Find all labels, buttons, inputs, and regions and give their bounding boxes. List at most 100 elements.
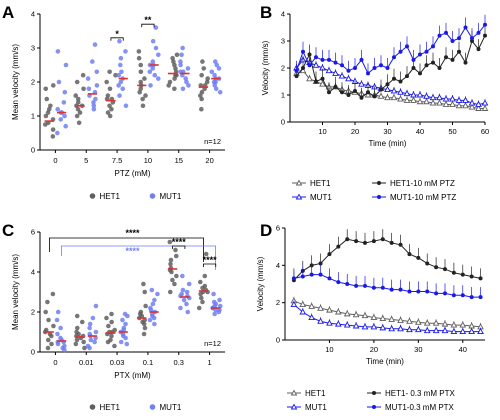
data-point-het1 — [143, 303, 148, 309]
data-point — [318, 261, 323, 266]
data-point — [333, 84, 338, 89]
data-point — [418, 52, 422, 57]
data-point — [397, 325, 404, 332]
data-point — [468, 327, 476, 335]
data-point-mut1 — [209, 69, 215, 75]
data-point — [300, 274, 305, 279]
data-point — [343, 310, 351, 317]
y-tick-label: 4 — [281, 10, 285, 19]
data-point-het1 — [199, 72, 204, 78]
data-point-mut1 — [118, 339, 124, 345]
data-point — [443, 267, 447, 272]
x-axis-title: PTZ (mM) — [115, 169, 151, 178]
data-point-mut1 — [91, 103, 97, 109]
data-point — [307, 52, 312, 57]
data-point-het1 — [50, 291, 56, 297]
data-point — [424, 49, 429, 54]
data-point — [455, 96, 463, 103]
data-point-het1 — [43, 86, 49, 92]
data-point-het1 — [136, 49, 142, 54]
legend-marker — [377, 181, 381, 185]
data-point-het1 — [200, 59, 205, 64]
data-point — [307, 63, 312, 68]
data-point-het1 — [107, 69, 112, 75]
data-point-mut1 — [116, 72, 122, 78]
data-point-het1 — [43, 309, 48, 315]
data-point-mut1 — [211, 291, 216, 297]
data-point-het1 — [50, 134, 56, 139]
data-point — [317, 317, 324, 324]
data-point — [423, 98, 430, 105]
data-point-mut1 — [122, 311, 128, 317]
data-point-het1 — [168, 257, 174, 263]
data-point-het1 — [109, 333, 114, 339]
data-point — [290, 300, 298, 307]
y-tick-label: 4 — [276, 261, 280, 270]
data-point-mut1 — [186, 83, 191, 88]
data-point — [429, 93, 437, 101]
data-point-het1 — [113, 72, 118, 78]
y-tick-label: 6 — [31, 228, 35, 237]
data-point — [326, 306, 333, 313]
data-point-het1 — [141, 331, 147, 337]
data-point — [361, 323, 369, 330]
data-point — [363, 240, 367, 245]
data-point — [416, 255, 421, 260]
significance-label: **** — [125, 228, 140, 238]
data-point — [309, 272, 314, 277]
legend-label: MUT1 — [310, 193, 332, 202]
y-tick-label: 1 — [281, 91, 285, 100]
data-point-het1 — [109, 106, 114, 112]
data-point — [384, 93, 391, 101]
legend-marker — [295, 179, 303, 186]
data-point — [414, 325, 422, 333]
data-point-mut1 — [180, 287, 186, 293]
x-tick-label: 20 — [205, 156, 213, 165]
data-point — [320, 76, 325, 81]
x-tick-label: 0.01 — [79, 358, 94, 367]
data-point — [384, 85, 391, 93]
data-point — [476, 30, 481, 35]
data-point-mut1 — [152, 72, 158, 78]
y-tick-label: 0 — [31, 348, 35, 357]
data-point-het1 — [81, 339, 86, 345]
data-point — [468, 103, 476, 110]
data-point — [385, 66, 390, 70]
data-point — [398, 242, 403, 247]
data-point-mut1 — [58, 325, 63, 331]
data-point — [478, 295, 483, 300]
data-point — [449, 95, 456, 102]
data-point — [372, 94, 377, 99]
x-tick-label: 0.03 — [110, 358, 125, 367]
data-point — [345, 237, 350, 242]
sample-size-annotation: n=12 — [204, 339, 221, 348]
significance-bracket — [203, 263, 217, 267]
data-point-het1 — [107, 103, 112, 109]
data-point — [431, 60, 435, 65]
data-point-het1 — [203, 251, 209, 257]
data-point-het1 — [199, 106, 204, 112]
legend-label: MUT1-0.3 mM PTX — [385, 403, 455, 412]
data-point — [392, 76, 396, 81]
data-point — [411, 57, 416, 62]
data-point-mut1 — [92, 339, 97, 345]
data-point-het1 — [49, 341, 54, 347]
data-point-mut1 — [178, 305, 183, 311]
data-point — [423, 319, 431, 326]
data-point-het1 — [167, 79, 173, 85]
data-point — [397, 88, 404, 95]
data-point — [450, 327, 458, 335]
data-point-mut1 — [55, 331, 60, 337]
data-point — [354, 239, 359, 244]
data-point — [314, 55, 318, 60]
data-point — [425, 261, 430, 266]
data-point-mut1 — [94, 83, 100, 88]
data-point-mut1 — [118, 55, 124, 61]
legend-marker — [89, 193, 96, 199]
data-point — [371, 239, 376, 244]
data-point — [444, 30, 448, 35]
data-point — [370, 313, 378, 321]
data-point-mut1 — [181, 297, 187, 303]
y-axis-title: Mean velocity (mm/s) — [11, 254, 20, 330]
data-point — [481, 99, 489, 106]
